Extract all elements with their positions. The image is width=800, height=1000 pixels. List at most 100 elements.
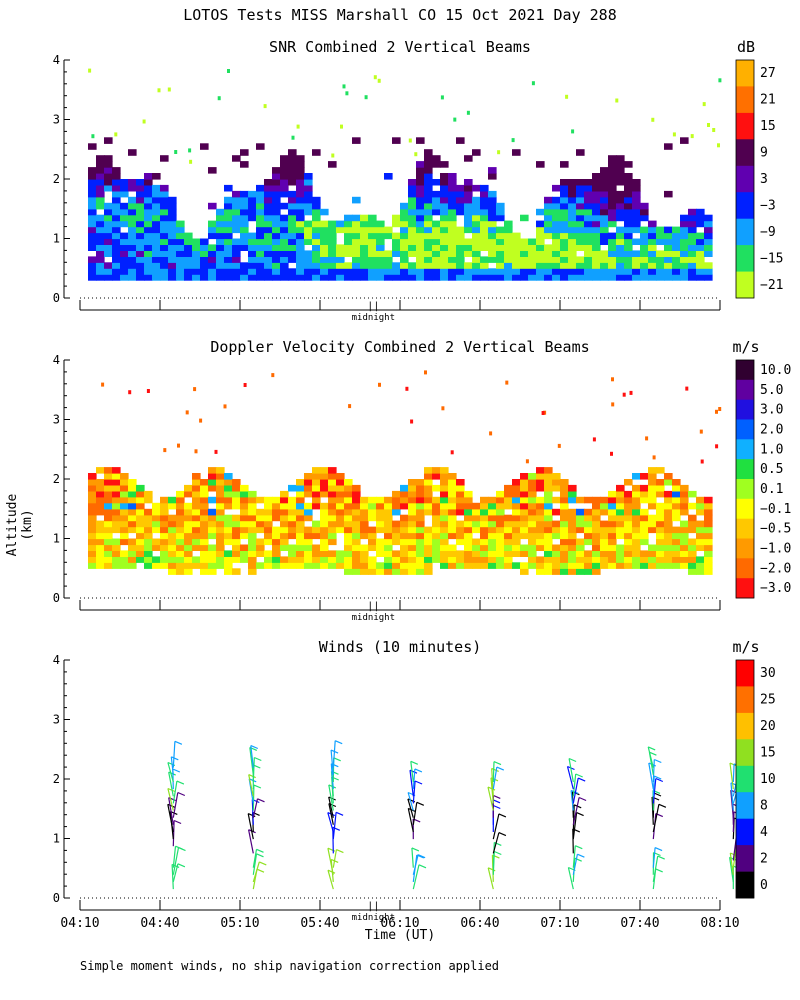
velocity-cell <box>416 496 425 504</box>
snr-cell <box>696 238 705 245</box>
velocity-cell <box>400 544 409 551</box>
velocity-cell <box>256 538 265 546</box>
velocity-cell <box>368 508 377 516</box>
velocity-cell <box>520 544 529 551</box>
snr-cell <box>176 232 185 240</box>
snr-cell <box>184 262 193 269</box>
snr-cell <box>112 190 121 198</box>
velocity-cell <box>168 502 177 510</box>
velocity-cell <box>592 532 601 540</box>
velocity-cell <box>192 556 201 563</box>
velocity-cell <box>632 544 641 551</box>
snr-cell <box>424 226 433 234</box>
velocity-speck <box>592 437 596 442</box>
velocity-speck <box>194 449 198 454</box>
velocity-cell <box>240 532 249 540</box>
velocity-cell <box>344 550 353 557</box>
velocity-cell <box>216 490 225 498</box>
colorbar-2-swatch <box>736 479 754 500</box>
velocity-cell <box>280 490 289 498</box>
velocity-cell <box>648 526 657 534</box>
snr-cell <box>152 220 161 228</box>
snr-cell <box>416 220 425 228</box>
velocity-cell <box>512 479 521 486</box>
velocity-cell <box>432 496 441 504</box>
velocity-cell <box>648 544 657 551</box>
snr-cell <box>480 202 489 210</box>
velocity-cell <box>440 490 449 498</box>
velocity-cell <box>608 526 617 534</box>
velocity-cell <box>312 532 321 540</box>
snr-cell <box>416 256 425 263</box>
snr-cell <box>448 232 457 240</box>
velocity-cell <box>296 502 305 510</box>
snr-cell <box>552 268 561 275</box>
velocity-cell <box>136 538 145 546</box>
snr-cell <box>536 208 545 216</box>
velocity-cell <box>528 556 537 563</box>
snr-speck <box>531 81 535 86</box>
velocity-cell <box>424 568 433 575</box>
velocity-cell <box>160 556 169 563</box>
velocity-cell <box>336 550 345 557</box>
velocity-cell <box>224 562 233 569</box>
snr-cell <box>112 238 121 245</box>
snr-cell <box>656 238 665 245</box>
velocity-cell <box>440 514 449 522</box>
snr-cell <box>600 208 609 216</box>
snr-cell <box>536 220 545 228</box>
velocity-cell <box>280 544 289 551</box>
snr-cell <box>424 214 433 222</box>
snr-cell <box>640 232 649 240</box>
snr-speck <box>342 84 346 89</box>
snr-cell <box>600 250 609 257</box>
velocity-cell <box>544 532 553 540</box>
velocity-cell <box>344 496 353 504</box>
velocity-cell <box>88 562 97 569</box>
velocity-cell <box>208 556 217 563</box>
velocity-cell <box>328 532 337 540</box>
snr-cell <box>216 226 225 234</box>
velocity-cell <box>432 544 441 551</box>
snr-cell <box>600 167 609 174</box>
snr-cell <box>368 250 377 257</box>
snr-cell <box>592 274 601 281</box>
y-tick-label: 4 <box>53 653 60 667</box>
velocity-cell <box>392 508 401 516</box>
snr-cell <box>496 256 505 263</box>
wind-profile-7 <box>647 746 667 890</box>
snr-cell <box>128 268 137 275</box>
snr-cell <box>128 184 137 192</box>
wind-barb <box>572 804 575 833</box>
velocity-cell <box>576 514 585 522</box>
velocity-cell <box>696 562 705 569</box>
snr-cell <box>272 184 281 192</box>
velocity-cell <box>520 484 529 492</box>
snr-cell <box>416 232 425 240</box>
velocity-cell <box>208 479 217 486</box>
velocity-cell <box>416 526 425 534</box>
snr-cell <box>576 262 585 269</box>
snr-cell <box>704 232 713 240</box>
snr-cell <box>144 232 153 240</box>
velocity-cell <box>584 520 593 528</box>
snr-cell <box>272 173 281 180</box>
velocity-cell <box>224 514 233 522</box>
snr-cell <box>104 202 113 210</box>
snr-cell <box>568 190 577 198</box>
snr-cell <box>216 268 225 275</box>
velocity-cell <box>272 502 281 510</box>
velocity-cell <box>288 520 297 528</box>
velocity-cell <box>584 508 593 516</box>
snr-cell <box>408 268 417 275</box>
snr-cell <box>552 256 561 263</box>
velocity-cell <box>400 550 409 557</box>
snr-cell <box>368 268 377 275</box>
snr-cell <box>256 250 265 257</box>
velocity-cell <box>704 538 713 546</box>
velocity-cell <box>608 556 617 563</box>
snr-cell <box>224 232 233 240</box>
snr-cell <box>512 232 521 240</box>
snr-cell <box>368 262 377 269</box>
